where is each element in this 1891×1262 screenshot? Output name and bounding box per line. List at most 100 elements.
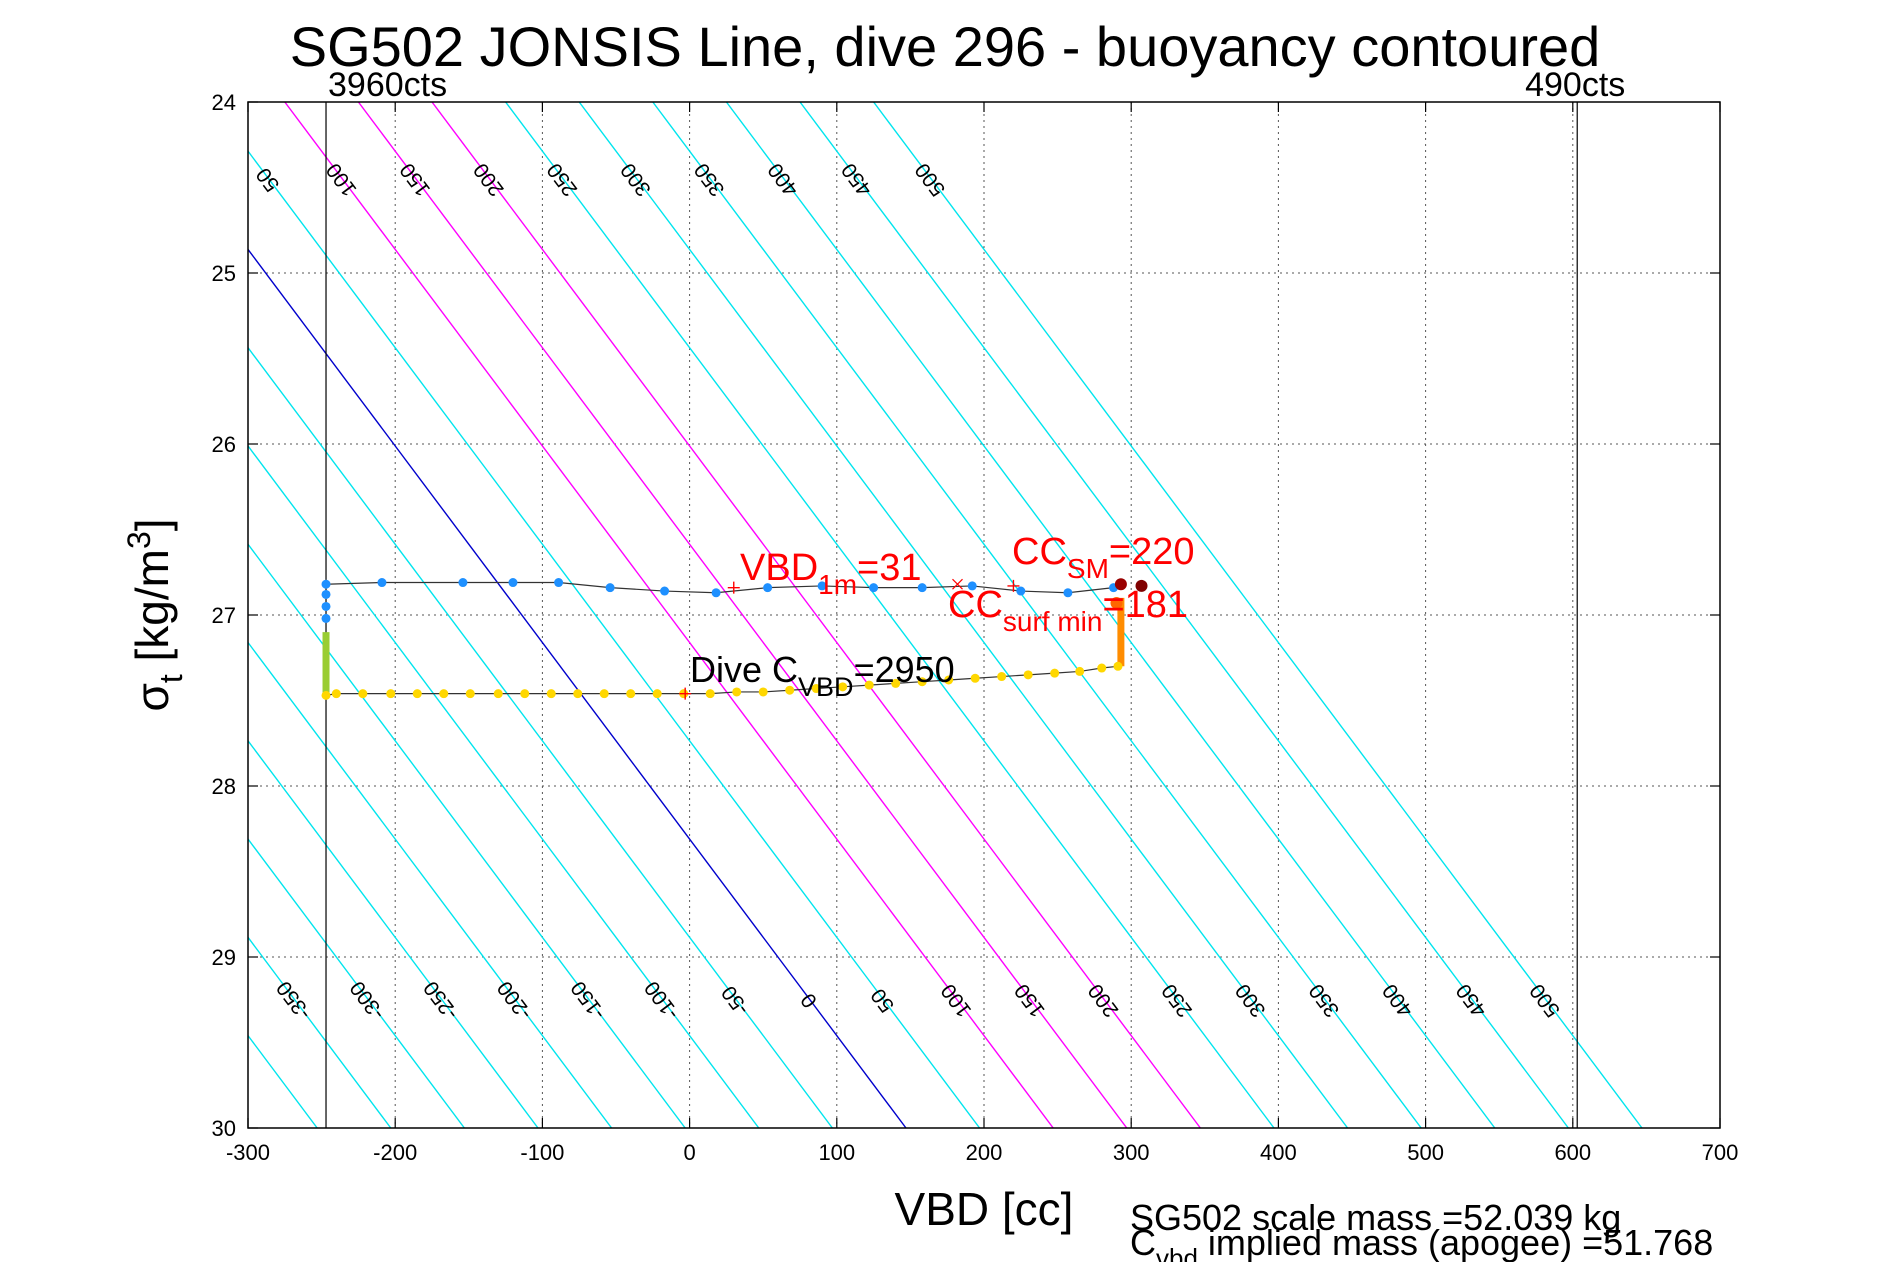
buoyancy-contours — [0, 102, 1643, 1128]
contour-line — [799, 102, 1569, 1128]
series-point — [377, 578, 387, 588]
series-point — [554, 578, 564, 588]
y-axis-label-unit-pre: [kg/m — [126, 549, 178, 674]
contour-label: -200 — [493, 977, 537, 1024]
contour-label: 50 — [252, 163, 284, 195]
contour-line — [248, 248, 907, 1128]
series-point — [599, 689, 609, 699]
contour-line — [248, 837, 465, 1128]
contour-label: 0 — [796, 989, 821, 1012]
series-point — [1050, 668, 1060, 678]
contour-line — [725, 102, 1496, 1128]
contour-label: 250 — [543, 159, 582, 201]
contour-label: 300 — [616, 159, 655, 201]
series-point — [1075, 666, 1085, 676]
contour-label: 300 — [1231, 979, 1270, 1021]
footer-implied-mass: Cvbd implied mass (apogee) =51.768 — [1130, 1222, 1713, 1262]
chart-title: SG502 JONSIS Line, dive 296 - buoyancy c… — [290, 15, 1601, 78]
series-point — [331, 689, 341, 699]
series-point — [785, 685, 795, 695]
series-point — [573, 689, 583, 699]
x-axis-ticks: -300 -200 -100 0 100 200 300 400 500 600 700 — [226, 102, 1738, 1165]
x-tick-label: 0 — [683, 1140, 695, 1165]
series-point — [626, 689, 636, 699]
contour-line — [652, 102, 1422, 1128]
contour-line — [0, 102, 244, 1128]
contour-label: 500 — [911, 159, 950, 201]
contour-line — [505, 102, 1275, 1128]
series-point — [508, 578, 518, 588]
series-point — [465, 689, 475, 699]
contour-label: 350 — [1305, 979, 1344, 1021]
series-point — [386, 689, 396, 699]
contour-label: 150 — [1010, 979, 1049, 1021]
red-plus-marker — [1007, 579, 1020, 592]
contour-line — [248, 346, 833, 1128]
series-point — [321, 601, 331, 611]
y-tick-label: 27 — [212, 603, 236, 628]
x-tick-label: 500 — [1407, 1140, 1444, 1165]
series-point — [917, 677, 927, 687]
series-point — [605, 583, 615, 593]
x-tick-label: 600 — [1554, 1140, 1591, 1165]
contour-label: 100 — [322, 159, 361, 201]
contour-label: -250 — [419, 977, 463, 1024]
series-point — [1097, 663, 1107, 673]
contour-label: 400 — [764, 159, 803, 201]
series-point — [970, 673, 980, 683]
annotation-dive-cvbd: Dive CVBD=2950 — [690, 649, 955, 702]
contour-line — [248, 149, 981, 1128]
contour-label: 50 — [867, 984, 899, 1016]
svg-text:σt [kg/m3]: σt [kg/m3] — [121, 518, 189, 711]
x-tick-label: 700 — [1702, 1140, 1739, 1165]
series-point — [493, 689, 503, 699]
series-point — [1023, 670, 1033, 680]
y-axis-label-base: σ — [126, 683, 178, 711]
y-tick-label: 30 — [212, 1116, 236, 1141]
y-axis-label-unit-sup: 3 — [121, 531, 157, 549]
series-point — [838, 682, 848, 692]
y-tick-label: 28 — [212, 774, 236, 799]
series-point — [458, 578, 468, 588]
contour-line — [248, 641, 613, 1128]
y-tick-label: 29 — [212, 945, 236, 970]
contour-line — [431, 102, 1201, 1128]
series-point — [944, 675, 954, 685]
limit-line-label: 490cts — [1525, 66, 1625, 104]
contour-line — [578, 102, 1349, 1128]
contour-label: -150 — [567, 977, 611, 1024]
buoyancy-contour-labels: -350 -300 -250 -200 -150 -100 -50 0 50 50 100 100 15… — [252, 159, 1565, 1024]
contour-label: 500 — [1525, 979, 1564, 1021]
y-tick-label: 24 — [212, 90, 236, 115]
series-point — [358, 689, 368, 699]
marker-point — [1135, 579, 1148, 592]
series-point — [1016, 586, 1026, 596]
y-tick-label: 26 — [212, 432, 236, 457]
series-point — [1113, 661, 1123, 671]
series-point — [711, 588, 721, 598]
series-point — [1063, 588, 1073, 598]
red-plus-marker — [679, 687, 692, 700]
series-point — [869, 583, 879, 593]
series-point — [546, 689, 556, 699]
series-point — [967, 581, 977, 591]
series-point — [811, 684, 821, 694]
contour-label: 250 — [1157, 979, 1196, 1021]
x-tick-label: -300 — [226, 1140, 270, 1165]
series-point — [660, 586, 670, 596]
contour-label: 350 — [690, 159, 729, 201]
marker-point — [1114, 578, 1127, 591]
y-axis-label-unit-post: ] — [126, 518, 178, 531]
series-point — [917, 583, 927, 593]
series-point — [439, 689, 449, 699]
contour-line — [248, 936, 392, 1128]
series-point — [520, 689, 530, 699]
red-plus-marker — [727, 581, 740, 594]
series-point — [321, 579, 331, 589]
contour-label: -50 — [717, 981, 754, 1019]
series-point — [758, 687, 768, 697]
contour-label: 200 — [469, 159, 508, 201]
contour-label: -100 — [640, 977, 684, 1024]
y-axis-ticks: 24 25 26 27 28 29 30 — [212, 90, 1720, 1141]
